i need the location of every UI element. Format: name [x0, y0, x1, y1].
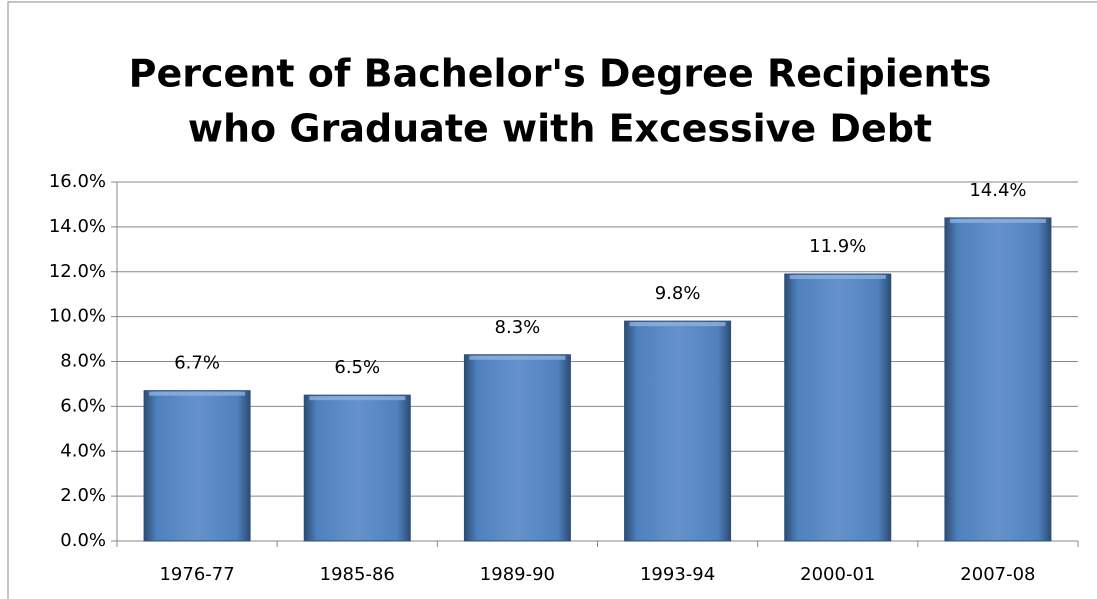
y-tick-label: 4.0% [60, 440, 106, 461]
bar [784, 273, 892, 542]
chart-border [7, 1, 1097, 599]
bar-bevel [309, 396, 406, 401]
value-label: 6.5% [334, 357, 380, 378]
bar [143, 390, 251, 542]
y-tick-label: 14.0% [49, 216, 106, 237]
value-label: 8.3% [495, 317, 541, 338]
bar [463, 354, 571, 542]
y-tick-label: 2.0% [60, 485, 106, 506]
x-tick-label: 1985-86 [320, 564, 395, 585]
chart-title: who Graduate with Excessive Debt [188, 107, 932, 151]
value-label: 9.8% [655, 283, 701, 304]
bar-bevel [629, 322, 726, 327]
y-tick-label: 6.0% [60, 395, 106, 416]
x-tick-label: 1993-94 [640, 564, 715, 585]
bar [944, 217, 1052, 542]
bar [624, 320, 732, 542]
bar-bevel [789, 274, 886, 279]
y-tick-label: 10.0% [49, 306, 106, 327]
bar-bevel [149, 391, 246, 396]
y-tick-label: 16.0% [49, 171, 106, 192]
x-tick-label: 2000-01 [800, 564, 875, 585]
y-tick-label: 0.0% [60, 530, 106, 551]
y-tick-label: 12.0% [49, 261, 106, 282]
bar-bevel [469, 355, 566, 360]
bar-bevel [949, 218, 1046, 223]
value-label: 6.7% [174, 353, 220, 374]
bar [303, 394, 411, 542]
value-label: 14.4% [969, 180, 1026, 201]
x-tick-label: 1976-77 [159, 564, 234, 585]
x-tick-label: 2007-08 [960, 564, 1035, 585]
x-tick-label: 1989-90 [480, 564, 555, 585]
chart-title: Percent of Bachelor's Degree Recipients [129, 52, 992, 96]
y-tick-label: 8.0% [60, 351, 106, 372]
value-label: 11.9% [809, 236, 866, 257]
